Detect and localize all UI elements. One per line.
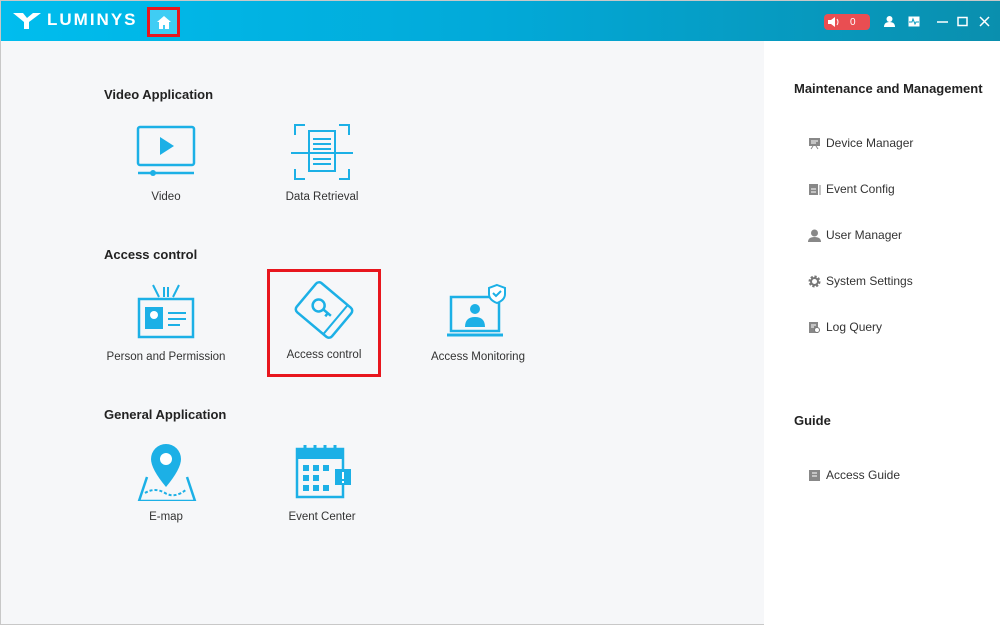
tile-label: Video: [151, 191, 181, 203]
item-label: User Manager: [826, 228, 903, 242]
maximize-button[interactable]: [954, 13, 970, 29]
event-config-icon: [809, 183, 821, 195]
device-manager-link[interactable]: Device Manager: [808, 136, 913, 150]
log-search-icon: [809, 321, 820, 333]
section-title-access: Access control: [104, 247, 198, 262]
home-button[interactable]: [147, 7, 180, 37]
tile-label: Access control: [286, 349, 362, 361]
home-icon: [156, 15, 171, 29]
item-label: Device Manager: [826, 136, 914, 150]
user-icon: [808, 229, 821, 242]
tile-data-retrieval[interactable]: Data Retrieval: [265, 111, 379, 219]
user-button[interactable]: [881, 13, 897, 29]
tile-access-control[interactable]: Access control: [267, 269, 381, 377]
tile-event-center[interactable]: Event Center: [265, 431, 379, 539]
activity-icon: [908, 16, 920, 26]
user-icon: [883, 15, 895, 27]
brand-name: LUMINYS: [47, 10, 138, 29]
map-pin-icon: [137, 444, 197, 501]
guide-book-icon: [809, 469, 820, 481]
title-bar: LUMINYS 0: [1, 1, 1000, 41]
tile-label: Access Monitoring: [431, 351, 525, 363]
guide-title: Guide: [794, 413, 831, 428]
item-label: Log Query: [826, 320, 883, 334]
access-guide-link[interactable]: Access Guide: [808, 468, 900, 482]
log-query-link[interactable]: Log Query: [808, 320, 882, 334]
user-manager-link[interactable]: User Manager: [808, 228, 902, 242]
access-card-icon: [294, 281, 354, 339]
tile-label: E-map: [149, 511, 183, 523]
device-icon: [809, 137, 820, 149]
gear-icon: [808, 275, 821, 287]
logo-icon: [13, 13, 41, 29]
tile-video[interactable]: Video: [109, 111, 223, 219]
tile-label: Person and Permission: [106, 351, 226, 363]
tile-label: Event Center: [288, 511, 356, 523]
logo: LUMINYS: [13, 10, 138, 30]
video-player-icon: [136, 125, 196, 176]
maximize-icon: [956, 16, 968, 26]
calendar-alert-icon: [295, 445, 351, 499]
section-title-video: Video Application: [104, 87, 214, 102]
monitor-button[interactable]: [906, 13, 922, 29]
id-badge-icon: [137, 284, 195, 339]
system-settings-link[interactable]: System Settings: [808, 274, 913, 288]
right-panel: Maintenance and Management Device Manage…: [764, 41, 1000, 625]
item-label: Access Guide: [826, 468, 901, 482]
close-button[interactable]: [976, 13, 992, 29]
tile-access-monitoring[interactable]: Access Monitoring: [421, 271, 535, 379]
tile-person-permission[interactable]: Person and Permission: [106, 271, 226, 379]
close-icon: [978, 15, 990, 27]
tile-e-map[interactable]: E-map: [109, 431, 223, 539]
section-title-general: General Application: [104, 407, 227, 422]
item-label: Event Config: [826, 182, 895, 196]
document-scan-icon: [291, 124, 353, 180]
event-config-link[interactable]: Event Config: [808, 182, 895, 196]
tile-label: Data Retrieval: [285, 191, 359, 203]
item-label: System Settings: [826, 274, 913, 288]
maintenance-title: Maintenance and Management: [794, 81, 983, 96]
alarm-count: 0: [850, 16, 856, 28]
minimize-button[interactable]: [934, 13, 950, 29]
speaker-icon: [828, 17, 839, 27]
minimize-icon: [936, 20, 948, 23]
alarm-button[interactable]: 0: [824, 14, 870, 30]
monitor-user-shield-icon: [447, 283, 506, 337]
